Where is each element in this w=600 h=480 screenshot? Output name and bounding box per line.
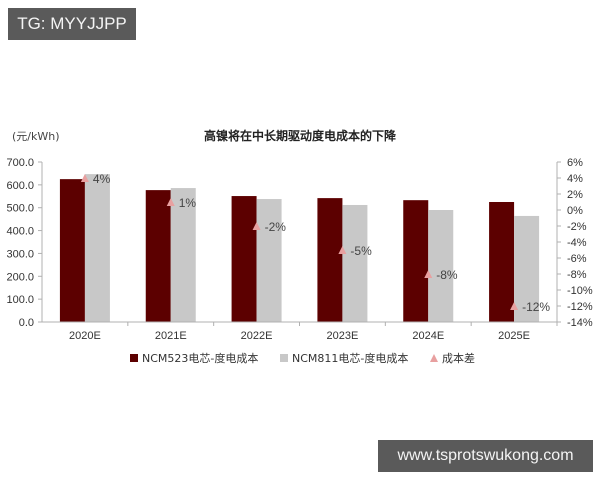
right-axis-tick-label: -14% xyxy=(567,317,593,329)
left-axis-tick-label: 100.0 xyxy=(6,294,34,306)
right-axis-tick-label: -8% xyxy=(567,269,587,281)
x-axis-tick-label: 2024E xyxy=(412,330,444,342)
left-axis-tick-label: 600.0 xyxy=(6,180,34,192)
bar-ncm523 xyxy=(403,200,429,322)
left-axis-tick-label: 0.0 xyxy=(19,317,34,329)
legend-label-ncm811: NCM811电芯-度电成本 xyxy=(292,351,408,365)
bar-ncm811 xyxy=(170,188,196,322)
bar-ncm811 xyxy=(342,204,368,322)
legend-swatch-ncm523 xyxy=(130,354,138,362)
x-axis-tick-label: 2023E xyxy=(327,330,359,342)
watermark-top-left: TG: MYYJJPP xyxy=(8,8,136,40)
x-axis-tick-label: 2020E xyxy=(69,330,101,342)
legend: NCM523电芯-度电成本 NCM811电芯-度电成本 成本差 xyxy=(130,351,475,365)
triangle-marker-icon xyxy=(424,270,433,278)
bar-ncm523 xyxy=(145,190,171,322)
bar-ncm523 xyxy=(489,202,515,322)
right-axis-tick-label: -10% xyxy=(567,285,593,297)
triangle-marker-icon xyxy=(510,302,519,310)
cost-diff-label: -2% xyxy=(265,220,287,234)
bar-ncm811 xyxy=(256,199,282,322)
right-axis-tick-label: 2% xyxy=(567,189,583,201)
cost-diff-label: -8% xyxy=(436,268,458,282)
legend-swatch-ncm811 xyxy=(280,354,288,362)
triangle-marker-icon xyxy=(166,198,175,206)
right-axis-tick-label: -2% xyxy=(567,221,587,233)
right-axis-tick-label: -4% xyxy=(567,237,587,249)
cost-diff-label: 4% xyxy=(93,172,111,186)
bar-ncm811 xyxy=(514,215,540,322)
right-axis-tick-label: -6% xyxy=(567,253,587,265)
right-axis-tick-label: 4% xyxy=(567,173,583,185)
legend-label-cost-diff: 成本差 xyxy=(442,351,475,365)
chart-title: 高镍将在中长期驱动度电成本的下降 xyxy=(204,128,397,143)
watermark-bottom-right: www.tsprotswukong.com xyxy=(378,440,593,472)
left-axis-tick-label: 200.0 xyxy=(6,271,34,283)
bar-ncm811 xyxy=(84,174,110,322)
right-y-axis: 6% 4% 2% 0% -2% -4% -6% -8% -10% -12% -14% xyxy=(556,157,593,329)
bar-series xyxy=(59,174,540,322)
triangle-marker-icon xyxy=(80,174,89,182)
cost-diff-markers: 4% 1% -2% -5% -8% -12% xyxy=(80,172,550,314)
bar-ncm811 xyxy=(428,210,454,322)
bar-ncm523 xyxy=(231,196,257,322)
left-axis-tick-label: 700.0 xyxy=(6,157,34,169)
left-y-axis: 700.0 600.0 500.0 400.0 300.0 200.0 100.0 0.0 xyxy=(6,157,43,329)
left-axis-tick-label: 500.0 xyxy=(6,203,34,215)
triangle-marker-icon xyxy=(252,222,261,230)
x-axis-tick-label: 2021E xyxy=(155,330,187,342)
bar-ncm523 xyxy=(59,179,85,322)
x-axis: 2020E 2021E 2022E 2023E 2024E 2025E xyxy=(42,321,558,342)
legend-triangle-icon xyxy=(430,354,438,362)
cost-diff-label: -12% xyxy=(522,300,550,314)
cost-diff-label: -5% xyxy=(350,244,372,258)
y-axis-unit: (元/kWh) xyxy=(12,130,60,143)
x-axis-tick-label: 2025E xyxy=(498,330,530,342)
triangle-marker-icon xyxy=(338,246,347,254)
cost-diff-label: 1% xyxy=(179,196,197,210)
bar-ncm523 xyxy=(317,198,343,322)
left-axis-tick-label: 400.0 xyxy=(6,226,34,238)
right-axis-tick-label: 0% xyxy=(567,205,583,217)
x-axis-tick-label: 2022E xyxy=(241,330,273,342)
left-axis-tick-label: 300.0 xyxy=(6,248,34,260)
right-axis-tick-label: -12% xyxy=(567,301,593,313)
right-axis-tick-label: 6% xyxy=(567,157,583,169)
legend-label-ncm523: NCM523电芯-度电成本 xyxy=(142,351,258,365)
